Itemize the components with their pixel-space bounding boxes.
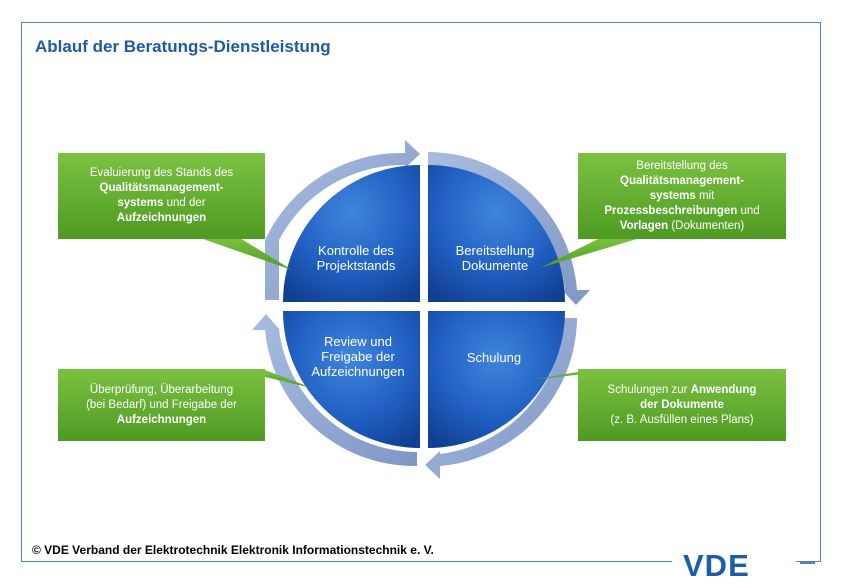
logo-background: [672, 555, 796, 580]
callout-box-bottom-right: [578, 369, 786, 441]
cycle-arrow-top-right: [428, 152, 590, 305]
quadrant-label-top-right: Bereitstellung Dokumente: [455, 243, 535, 273]
copyright-footer: © VDE Verband der Elektrotechnik Elektro…: [32, 543, 434, 557]
callout-box-top-left: [58, 153, 265, 239]
slide-title: Ablauf der Beratungs-Dienstleistung: [35, 37, 331, 56]
quadrant-top-right: [428, 165, 565, 302]
callout-pointer-top-left: [200, 238, 292, 270]
callout-text-bottom-right: Schulungen zur Anwendung der Dokumente (…: [607, 383, 757, 426]
quadrant-bottom-left: [283, 311, 420, 448]
callout-box-bottom-left: [58, 369, 265, 441]
callout-box-top-right: [578, 153, 786, 239]
quadrant-label-bottom-right: Schulung: [466, 350, 522, 365]
quadrant-bottom-right: [428, 311, 565, 448]
callout-text-bottom-left: Überprüfung, Überarbeitung (bei Bedarf) …: [86, 383, 237, 426]
slide-frame: [21, 22, 821, 562]
quadrant-label-top-left: Kontrolle des Projektstands: [316, 243, 396, 273]
callout-text-top-left: Evaluierung des Stands des Qualitätsmana…: [89, 167, 234, 224]
vde-logo: VDE: [683, 548, 750, 583]
callout-pointer-top-right: [540, 238, 640, 268]
quadrant-label-bottom-left: Review und Freigabe der Aufzeichnungen: [311, 334, 405, 379]
cycle-arrow-top-left: [265, 140, 420, 300]
quadrant-top-left: [283, 165, 420, 302]
cycle-arrow-bottom-left: [252, 314, 417, 467]
callout-text-top-right: Bereitstellung des Qualitätsmanagement- …: [604, 159, 760, 232]
logo-dash: [800, 562, 815, 564]
